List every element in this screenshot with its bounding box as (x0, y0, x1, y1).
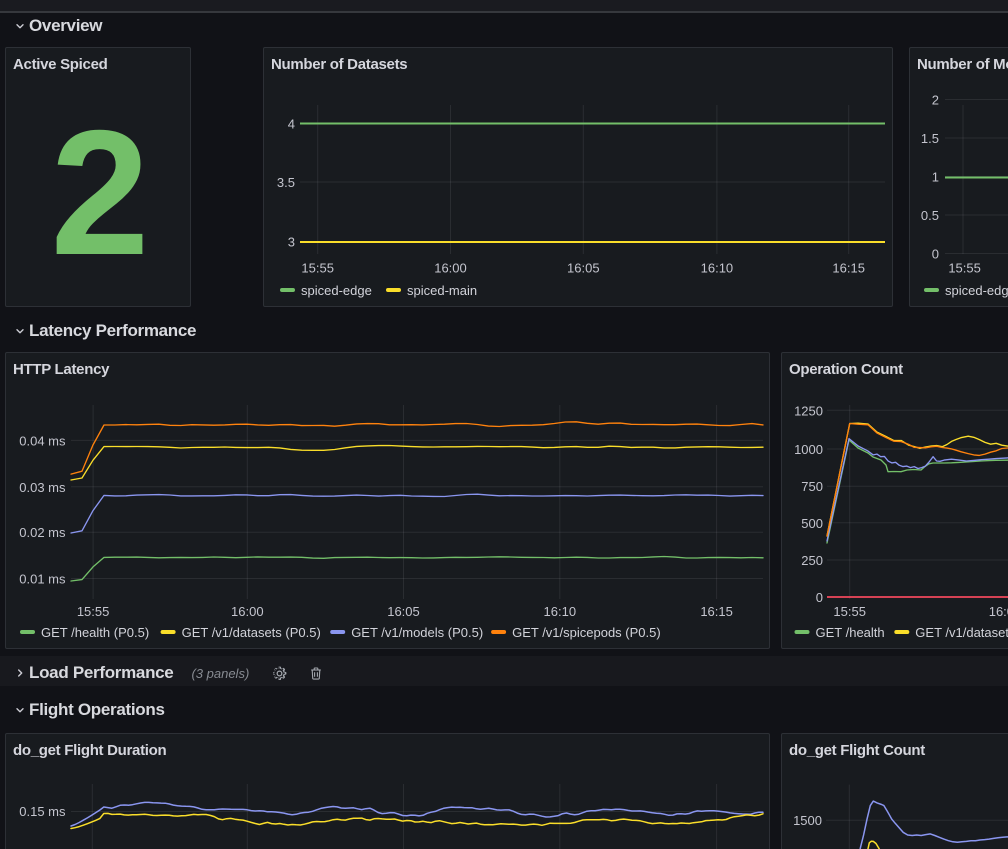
svg-text:500: 500 (801, 516, 823, 531)
svg-text:GET /health (P0.5): GET /health (P0.5) (41, 625, 149, 640)
svg-text:16:10: 16:10 (544, 604, 577, 619)
svg-text:2: 2 (932, 93, 939, 108)
svg-text:0.03 ms: 0.03 ms (19, 480, 66, 495)
svg-text:15:55: 15:55 (833, 604, 866, 619)
svg-text:0.02 ms: 0.02 ms (19, 525, 66, 540)
svg-text:0: 0 (816, 590, 823, 605)
svg-text:16:15: 16:15 (700, 604, 733, 619)
svg-text:16:00: 16:00 (434, 261, 467, 276)
svg-text:15:55: 15:55 (77, 604, 110, 619)
svg-text:spiced-edge: spiced-edge (945, 283, 1008, 298)
svg-text:1: 1 (932, 170, 939, 185)
svg-text:GET /v1/datasets: GET /v1/datasets (915, 625, 1008, 640)
svg-text:15:55: 15:55 (948, 261, 981, 276)
svg-text:1500: 1500 (793, 813, 822, 828)
svg-text:250: 250 (801, 553, 823, 568)
svg-text:GET /v1/models (P0.5): GET /v1/models (P0.5) (351, 625, 483, 640)
svg-text:0.04 ms: 0.04 ms (19, 433, 66, 448)
svg-text:3.5: 3.5 (277, 175, 295, 190)
svg-text:spiced-main: spiced-main (407, 283, 477, 298)
svg-text:0.15 ms: 0.15 ms (19, 804, 66, 819)
svg-text:0.01 ms: 0.01 ms (19, 572, 66, 587)
svg-text:16:15: 16:15 (832, 261, 865, 276)
svg-text:16:05: 16:05 (387, 604, 420, 619)
svg-text:4: 4 (288, 117, 295, 132)
svg-text:3: 3 (288, 235, 295, 250)
svg-text:1.5: 1.5 (921, 131, 939, 146)
svg-text:750: 750 (801, 479, 823, 494)
svg-text:1000: 1000 (794, 442, 823, 457)
svg-text:0.5: 0.5 (921, 208, 939, 223)
svg-text:GET /v1/datasets (P0.5): GET /v1/datasets (P0.5) (182, 625, 321, 640)
svg-text:15:55: 15:55 (301, 261, 334, 276)
svg-text:spiced-edge: spiced-edge (301, 283, 372, 298)
svg-text:0: 0 (932, 247, 939, 262)
svg-text:1250: 1250 (794, 403, 823, 418)
svg-text:16:00: 16:00 (989, 604, 1008, 619)
svg-text:16:10: 16:10 (701, 261, 734, 276)
svg-text:GET /health: GET /health (816, 625, 885, 640)
svg-text:GET /v1/spicepods (P0.5): GET /v1/spicepods (P0.5) (512, 625, 661, 640)
svg-text:16:05: 16:05 (567, 261, 600, 276)
svg-text:16:00: 16:00 (231, 604, 264, 619)
